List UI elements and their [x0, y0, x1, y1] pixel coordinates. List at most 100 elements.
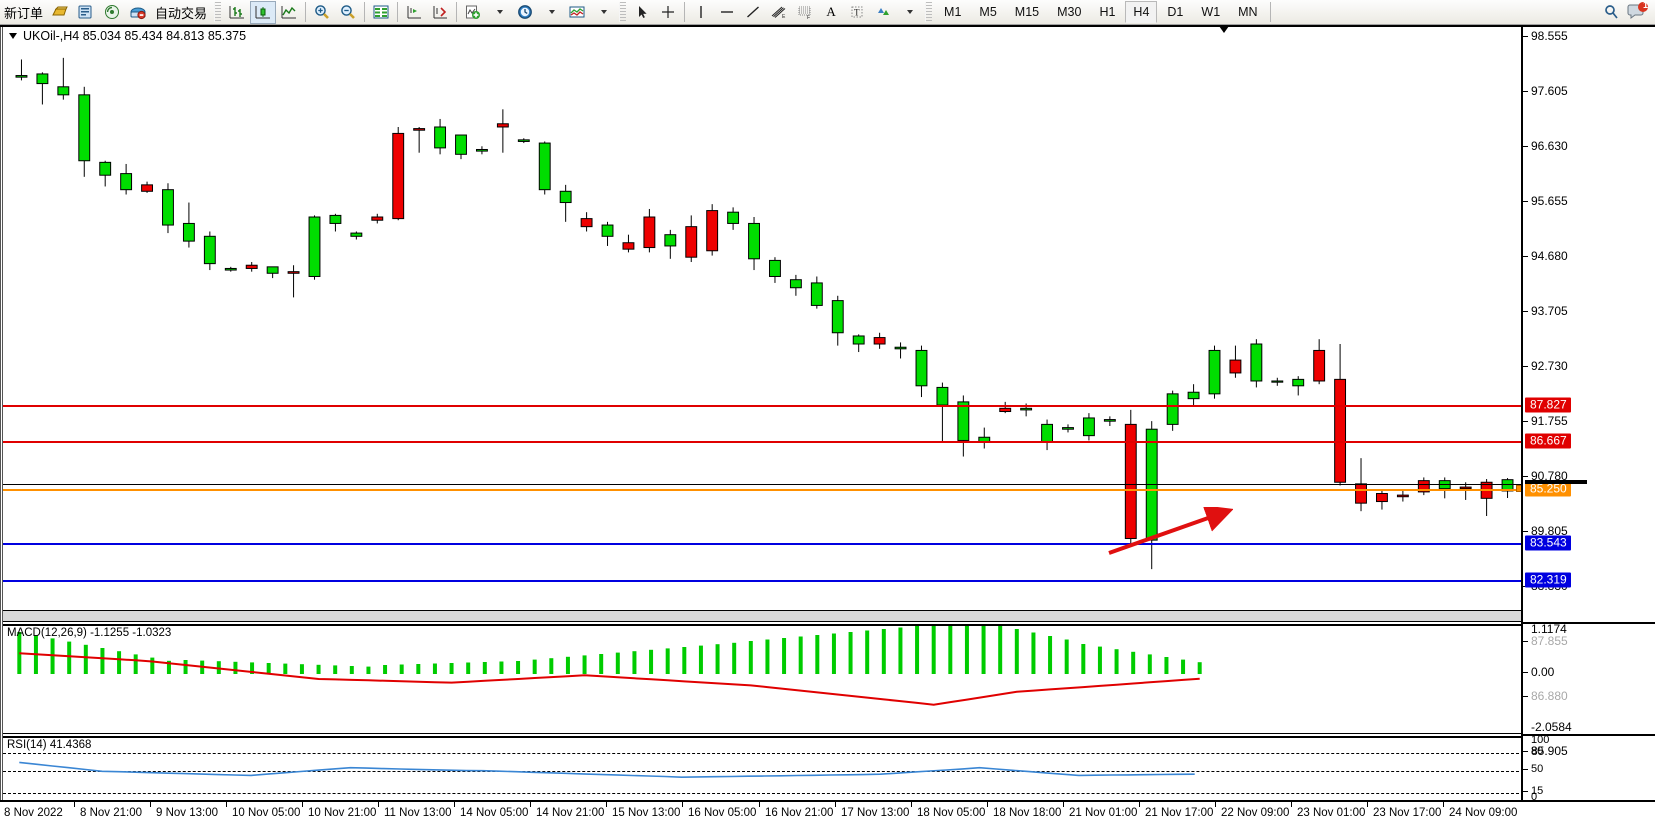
gold-bar-icon[interactable] — [47, 1, 73, 24]
candle — [1250, 343, 1263, 382]
shapes-dropdown-arrow-icon[interactable] — [896, 1, 922, 24]
timeframe-d1[interactable]: D1 — [1167, 5, 1184, 19]
chart-scroll-marker[interactable] — [1219, 27, 1229, 33]
chart-collapse-icon[interactable] — [9, 33, 17, 39]
macd-indicator-panel[interactable]: MACD(12,26,9) -1.1255 -1.0323 — [3, 624, 1521, 734]
rsi-axis-tick-50 — [1523, 769, 1528, 770]
indicator-dropdown-arrow-icon[interactable] — [486, 1, 512, 24]
zoom-out-icon[interactable] — [335, 1, 361, 24]
candle — [455, 134, 467, 155]
auto-scroll-icon[interactable] — [427, 1, 453, 24]
candle — [831, 300, 844, 334]
bar-chart-icon[interactable] — [224, 1, 250, 24]
price-badge-85250[interactable]: 85.250 — [1525, 481, 1571, 497]
macd-histogram-bar — [815, 635, 820, 674]
support-line-83543[interactable] — [3, 543, 1521, 545]
price-axis[interactable]: 98.555 97.605 96.630 95.655 94.680 93.705 92.7… — [1521, 27, 1655, 813]
candlestick-chart-icon[interactable] — [250, 0, 277, 24]
resistance-line-86667[interactable] — [3, 441, 1521, 443]
price-axis-label-9: 89.805 — [1531, 524, 1568, 538]
candle — [287, 271, 300, 274]
add-indicator-icon[interactable] — [460, 1, 486, 24]
price-badge-82319[interactable]: 82.319 — [1525, 572, 1571, 588]
toolbar-grip[interactable] — [214, 2, 222, 22]
rsi-axis-tick-80 — [1523, 751, 1528, 752]
equidistant-channel-icon[interactable]: E — [766, 1, 792, 24]
time-axis-label-1: 8 Nov 21:00 — [80, 807, 143, 819]
toolbar-grip[interactable] — [925, 2, 933, 22]
svg-text:E: E — [782, 14, 786, 20]
horizontal-line-icon[interactable] — [714, 1, 740, 24]
candle — [894, 346, 907, 350]
rsi-indicator-panel[interactable]: RSI(14) 41.4368 — [3, 736, 1521, 800]
chart-header-text: UKOil-,H4 85.034 85.434 84.813 85.375 — [23, 29, 247, 43]
price-badge-86667[interactable]: 86.667 — [1525, 433, 1571, 449]
bearish-arrow-annotation[interactable] — [1103, 507, 1233, 562]
metaquotes-signal-icon[interactable] — [99, 1, 125, 24]
text-label-icon[interactable]: T — [844, 1, 870, 24]
timeframe-m1[interactable]: M1 — [944, 5, 962, 19]
time-axis[interactable]: 8 Nov 2022 8 Nov 21:00 9 Nov 13:00 10 Nov 0… — [0, 800, 1655, 823]
timeframe-mn[interactable]: MN — [1238, 5, 1258, 19]
toolbar-separator — [1269, 2, 1271, 22]
chart-window[interactable]: UKOil-,H4 85.034 85.434 84.813 85.375 — [0, 25, 1655, 823]
templates-icon[interactable] — [564, 1, 590, 24]
timeframe-m15[interactable]: M15 — [1014, 5, 1040, 19]
candle — [434, 126, 447, 149]
timeframe-m5[interactable]: M5 — [979, 5, 997, 19]
toolbar-separator — [305, 2, 307, 22]
resistance-line-87827[interactable] — [3, 405, 1521, 407]
candle — [203, 235, 216, 265]
period-clock-icon[interactable] — [512, 1, 538, 24]
candle — [1313, 349, 1326, 382]
autotrading-icon[interactable] — [125, 1, 151, 24]
macd-axis-zero: 0.00 — [1531, 665, 1555, 679]
timeframe-h1[interactable]: H1 — [1099, 5, 1116, 19]
text-icon[interactable]: A — [826, 4, 836, 19]
notifications-icon[interactable]: 1 — [1625, 0, 1651, 24]
crosshair-icon[interactable] — [655, 1, 681, 24]
price-badge-87827[interactable]: 87.827 — [1525, 397, 1571, 413]
rsi-axis-tick-15 — [1523, 791, 1528, 792]
line-chart-icon[interactable] — [276, 1, 302, 24]
price-plot-area[interactable]: UKOil-,H4 85.034 85.434 84.813 85.375 — [0, 27, 1521, 800]
zoom-in-icon[interactable] — [309, 1, 335, 24]
new-order-button[interactable]: 新订单 — [4, 5, 44, 21]
cursor-icon[interactable] — [629, 1, 655, 24]
data-window-icon[interactable] — [368, 1, 394, 24]
toolbar-grip[interactable] — [619, 2, 627, 22]
timeframe-h4[interactable]: H4 — [1125, 1, 1158, 23]
candle — [182, 222, 195, 242]
fibonacci-icon[interactable]: F — [792, 1, 818, 24]
chart-shift-icon[interactable] — [401, 1, 427, 24]
macd-histogram-bar — [782, 638, 787, 674]
trendline-icon[interactable] — [740, 1, 766, 24]
price-badge-83543[interactable]: 83.543 — [1525, 535, 1571, 551]
rsi-axis-100: 100 — [1531, 734, 1550, 746]
support-line-82319[interactable] — [3, 580, 1521, 582]
terminal-icon[interactable] — [73, 1, 99, 24]
templates-dropdown-arrow-icon[interactable] — [590, 1, 616, 24]
time-axis-label-14: 21 Nov 01:00 — [1069, 807, 1138, 819]
timeframe-w1[interactable]: W1 — [1201, 5, 1221, 19]
candle — [266, 266, 279, 274]
timeframe-m30[interactable]: M30 — [1057, 5, 1082, 19]
period-dropdown-arrow-icon[interactable] — [538, 1, 564, 24]
time-axis-label-8: 15 Nov 13:00 — [612, 807, 681, 819]
shapes-icon[interactable] — [870, 1, 896, 24]
macd-histogram-bar — [1014, 629, 1019, 674]
vertical-line-icon[interactable] — [688, 1, 714, 24]
rsi-axis-0: 0 — [1531, 791, 1538, 803]
candle — [1292, 378, 1305, 387]
autotrading-button[interactable]: 自动交易 — [155, 5, 208, 21]
price-line-drag-handle[interactable] — [1516, 485, 1521, 492]
candle — [1334, 378, 1347, 483]
macd-histogram-bar — [765, 639, 770, 674]
candle — [329, 214, 342, 224]
current-price-line-85250[interactable] — [3, 489, 1521, 491]
price-axis-tick — [1523, 36, 1528, 37]
macd-histogram-bar — [898, 627, 903, 674]
candle — [413, 128, 426, 131]
rsi-axis-80: 80 — [1531, 745, 1544, 757]
search-icon[interactable] — [1599, 1, 1625, 24]
